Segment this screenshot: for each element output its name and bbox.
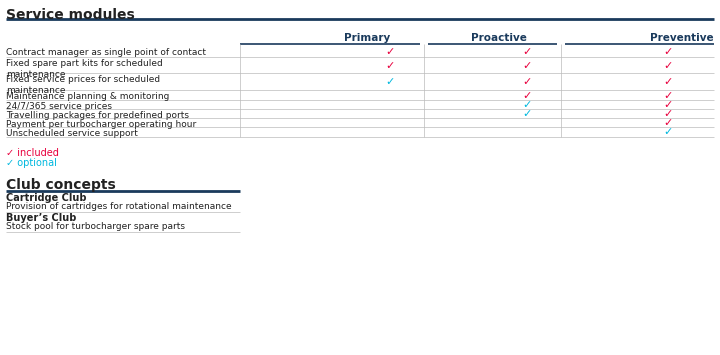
Text: ✓: ✓ xyxy=(522,109,531,119)
Text: ✓: ✓ xyxy=(663,47,672,57)
Text: ✓: ✓ xyxy=(385,60,395,71)
Text: Payment per turbocharger operating hour: Payment per turbocharger operating hour xyxy=(6,120,197,129)
Text: 24/7/365 service prices: 24/7/365 service prices xyxy=(6,102,112,111)
Text: ✓: ✓ xyxy=(522,47,531,57)
Text: ✓: ✓ xyxy=(663,127,672,137)
Text: ✓: ✓ xyxy=(663,60,672,71)
Text: ✓: ✓ xyxy=(385,77,395,87)
Text: ✓: ✓ xyxy=(663,100,672,110)
Text: Primary: Primary xyxy=(343,33,390,43)
Text: ✓: ✓ xyxy=(522,91,531,100)
Text: ✓ included: ✓ included xyxy=(6,148,59,158)
Text: Provision of cartridges for rotational maintenance: Provision of cartridges for rotational m… xyxy=(6,202,232,211)
Text: Preventive: Preventive xyxy=(650,33,714,43)
Text: Fixed spare part kits for scheduled
maintenance: Fixed spare part kits for scheduled main… xyxy=(6,59,163,79)
Text: Cartridge Club: Cartridge Club xyxy=(6,193,86,203)
Text: Fixed service prices for scheduled
maintenance: Fixed service prices for scheduled maint… xyxy=(6,75,160,95)
Text: ✓: ✓ xyxy=(385,47,395,57)
Text: ✓: ✓ xyxy=(663,118,672,128)
Text: Unscheduled service support: Unscheduled service support xyxy=(6,129,138,138)
Text: Travelling packages for predefined ports: Travelling packages for predefined ports xyxy=(6,111,189,120)
Text: Proactive: Proactive xyxy=(471,33,527,43)
Text: ✓: ✓ xyxy=(522,77,531,87)
Text: Maintenance planning & monitoring: Maintenance planning & monitoring xyxy=(6,92,169,101)
Text: ✓: ✓ xyxy=(663,91,672,100)
Text: Stock pool for turbocharger spare parts: Stock pool for turbocharger spare parts xyxy=(6,222,185,231)
Text: Buyer’s Club: Buyer’s Club xyxy=(6,213,76,223)
Text: Club concepts: Club concepts xyxy=(6,178,116,192)
Text: ✓: ✓ xyxy=(522,60,531,71)
Text: ✓: ✓ xyxy=(663,109,672,119)
Text: ✓: ✓ xyxy=(522,100,531,110)
Text: ✓: ✓ xyxy=(663,77,672,87)
Text: ✓ optional: ✓ optional xyxy=(6,158,57,168)
Text: Contract manager as single point of contact: Contract manager as single point of cont… xyxy=(6,48,206,57)
Text: Service modules: Service modules xyxy=(6,8,135,22)
